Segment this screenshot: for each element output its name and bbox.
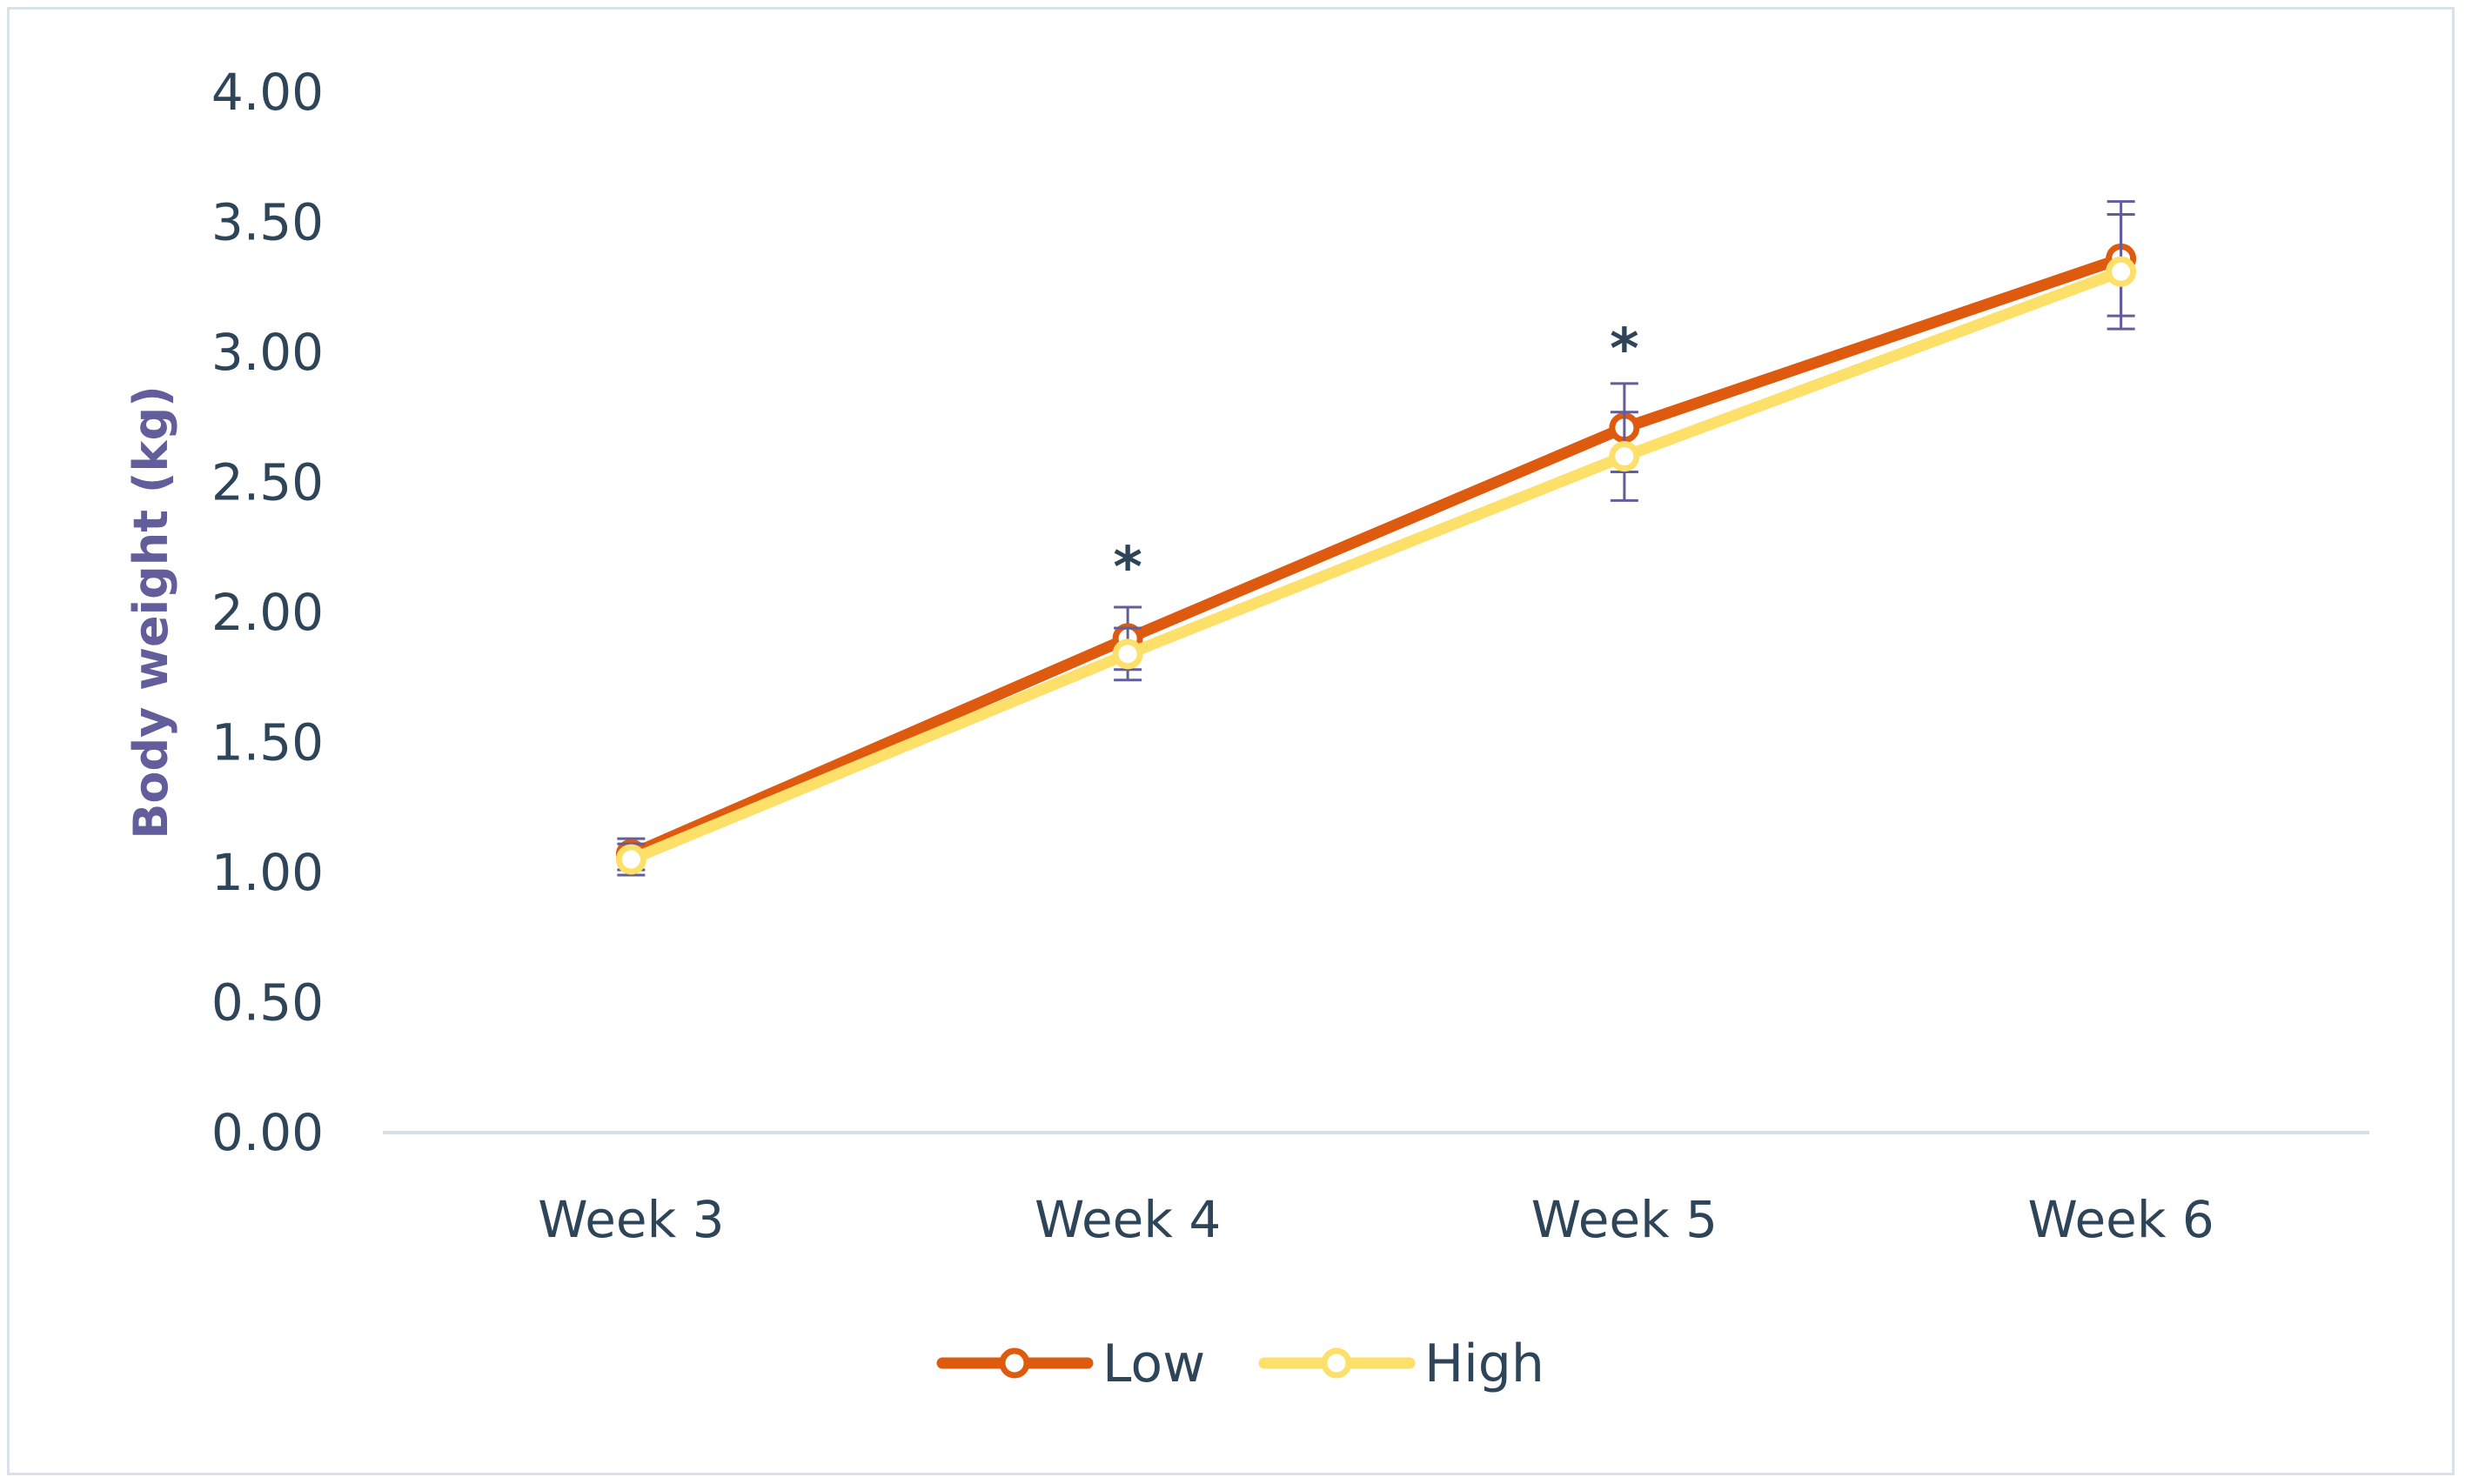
- series-line: [625, 265, 2127, 866]
- y-tick-label: 1.00: [211, 843, 324, 902]
- series-high: [615, 213, 2137, 877]
- data-point: [1112, 638, 1143, 670]
- data-point: [615, 844, 646, 875]
- legend-item-high: High: [1258, 1334, 1544, 1394]
- x-axis-ticks: Week 3 Week 4 Week 5 Week 6: [538, 1190, 2214, 1249]
- legend-swatch-marker: [1321, 1347, 1352, 1379]
- y-tick-label: 4.00: [211, 63, 324, 122]
- x-tick-label: Week 4: [1035, 1190, 1221, 1249]
- data-point: [1609, 441, 1640, 472]
- data-point: [2106, 256, 2137, 287]
- series-line: [625, 252, 2127, 860]
- legend: Low High: [936, 1334, 1544, 1394]
- y-axis-ticks: 0.00 0.50 1.00 1.50 2.00 2.50 3.00 3.50 4.00: [211, 63, 324, 1162]
- significance-marker: *: [1113, 536, 1142, 600]
- x-tick-label: Week 3: [538, 1190, 724, 1249]
- y-tick-label: 3.50: [211, 193, 324, 252]
- legend-label: Low: [1102, 1334, 1205, 1394]
- legend-swatch-marker: [999, 1347, 1030, 1379]
- y-tick-label: 0.50: [211, 973, 324, 1033]
- y-tick-label: 1.50: [211, 713, 324, 772]
- chart-frame: [7, 7, 2455, 1475]
- y-tick-label: 3.00: [211, 323, 324, 382]
- y-tick-label: 2.50: [211, 453, 324, 512]
- y-tick-label: 0.00: [211, 1103, 324, 1162]
- legend-item-low: Low: [936, 1334, 1205, 1394]
- significance-marker: *: [1610, 318, 1638, 382]
- series-layer: [615, 200, 2137, 877]
- y-tick-label: 2.00: [211, 583, 324, 642]
- y-axis-title: Body weight (kg): [124, 385, 178, 839]
- annotation-layer: **: [1113, 318, 1638, 600]
- x-tick-label: Week 5: [1531, 1190, 1718, 1249]
- x-tick-label: Week 6: [2028, 1190, 2214, 1249]
- legend-label: High: [1424, 1334, 1544, 1394]
